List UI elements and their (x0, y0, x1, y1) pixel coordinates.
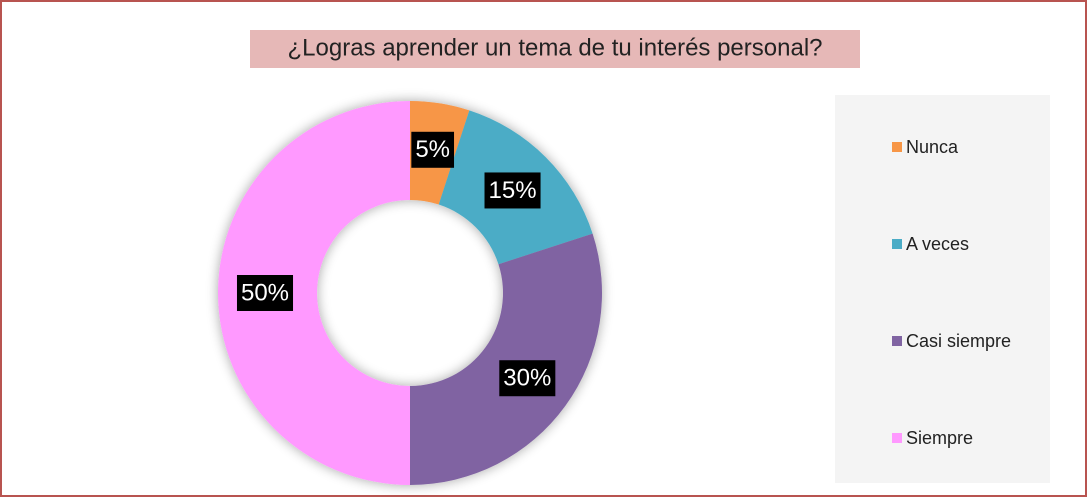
legend-label: Casi siempre (906, 331, 1011, 351)
chart-title: ¿Logras aprender un tema de tu interés p… (288, 34, 823, 61)
data-label: 30% (503, 365, 551, 392)
data-label-box (411, 131, 455, 168)
donut (218, 101, 602, 485)
legend-swatch (892, 142, 902, 152)
data-label: 15% (489, 177, 537, 204)
data-label-box (484, 172, 541, 209)
data-label-box (236, 275, 294, 311)
data-label: 5% (415, 136, 450, 163)
legend-label: A veces (906, 234, 969, 254)
legend-box (835, 95, 1050, 483)
title-box (250, 30, 860, 68)
legend-swatch (892, 239, 902, 249)
donut-slice (410, 233, 602, 485)
data-label: 50% (241, 279, 289, 306)
legend-label: Nunca (906, 137, 959, 157)
legend-swatch (892, 336, 902, 346)
donut-slice (218, 101, 410, 485)
legend-swatch (892, 433, 902, 443)
data-label-box (499, 360, 556, 397)
legend-label: Siempre (906, 428, 973, 448)
